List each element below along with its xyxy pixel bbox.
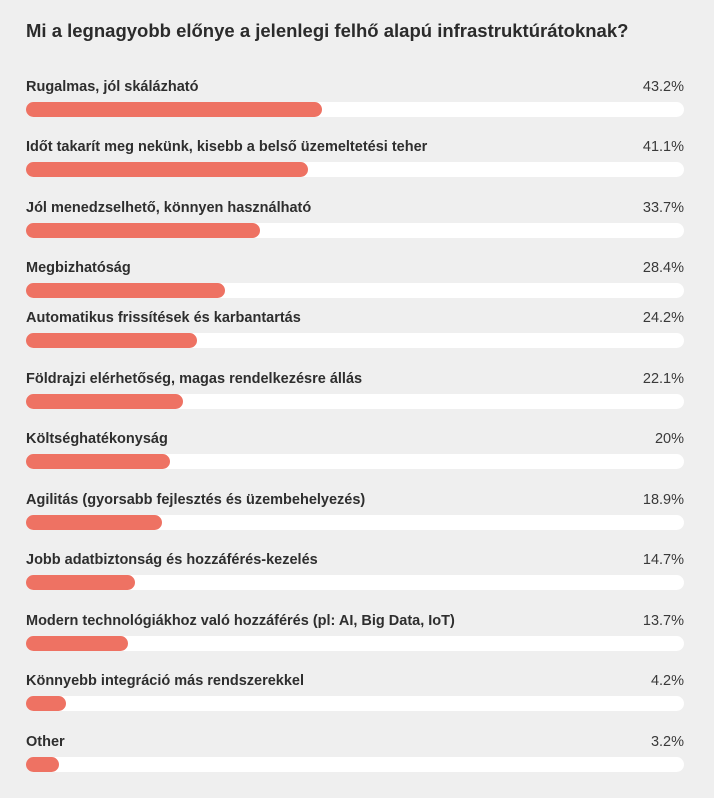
bar-track [26, 333, 684, 348]
bar [26, 515, 163, 530]
bar-label: Földrajzi elérhetőség, magas rendelkezés… [26, 371, 363, 387]
bar-value-label: 24.2% [642, 310, 684, 326]
bar [26, 454, 170, 469]
bar-label: Költséghatékonyság [26, 431, 168, 447]
bar-track [26, 515, 684, 530]
bar-value-label: 22.1% [642, 371, 684, 387]
bar-track [26, 696, 684, 711]
bar [26, 575, 135, 590]
bar-row: Automatikus frissítések és karbantartás … [26, 310, 684, 350]
chart-title: Mi a legnagyobb előnye a jelenlegi felhő… [26, 20, 629, 41]
bar-row: Jobb adatbiztonság és hozzáférés-kezelés… [26, 552, 684, 592]
bar-label: Modern technológiákhoz való hozzáférés (… [26, 613, 455, 629]
bar-value-label: 14.7% [642, 552, 684, 568]
bar-row: Időt takarít meg nekünk, kisebb a belső … [26, 139, 684, 179]
bar-row: Other 3.2% [26, 734, 684, 774]
bar-value-label: 28.4% [642, 260, 684, 276]
bar-row: Jól menedzselhető, könnyen használható 3… [26, 200, 684, 240]
bar [26, 333, 198, 348]
bar-row: Modern technológiákhoz való hozzáférés (… [26, 613, 684, 653]
bar [26, 636, 129, 651]
bar-label: Automatikus frissítések és karbantartás [26, 310, 301, 326]
bar-row: Agilitás (gyorsabb fejlesztés és üzembeh… [26, 492, 684, 532]
bar-row: Megbizhatóság 28.4% [26, 260, 684, 300]
bar-value-label: 4.2% [650, 673, 684, 689]
bar [26, 102, 323, 117]
bar [26, 223, 260, 238]
bar-label: Agilitás (gyorsabb fejlesztés és üzembeh… [26, 492, 366, 508]
bar-value-label: 18.9% [642, 492, 684, 508]
bar-value-label: 20% [654, 431, 684, 447]
bar-row: Rugalmas, jól skálázható 43.2% [26, 79, 684, 119]
bar-track [26, 575, 684, 590]
bar-row: Költséghatékonyság 20% [26, 431, 684, 471]
bar-label: Jobb adatbiztonság és hozzáférés-kezelés [26, 552, 318, 568]
bar-label: Megbizhatóság [26, 260, 131, 276]
bar-value-label: 43.2% [642, 79, 684, 95]
bar-track [26, 636, 684, 651]
bar [26, 757, 60, 772]
bar-value-label: 41.1% [642, 139, 684, 155]
bar-value-label: 13.7% [642, 613, 684, 629]
bar-label: Rugalmas, jól skálázható [26, 79, 199, 95]
bar-label: Időt takarít meg nekünk, kisebb a belső … [26, 139, 428, 155]
bar-track [26, 223, 684, 238]
bar [26, 394, 184, 409]
bar-track [26, 757, 684, 772]
bar-row: Könnyebb integráció más rendszerekkel 4.… [26, 673, 684, 713]
bar-label: Other [26, 734, 65, 750]
bar-value-label: 33.7% [642, 200, 684, 216]
bar-track [26, 102, 684, 117]
bar-track [26, 454, 684, 469]
bar-track [26, 394, 684, 409]
bar [26, 696, 66, 711]
bar-track [26, 162, 684, 177]
bar-label: Jól menedzselhető, könnyen használható [26, 200, 312, 216]
bar-track [26, 283, 684, 298]
bar-value-label: 3.2% [650, 734, 684, 750]
bar [26, 283, 225, 298]
bar-label: Könnyebb integráció más rendszerekkel [26, 673, 305, 689]
bar-row: Földrajzi elérhetőség, magas rendelkezés… [26, 371, 684, 411]
bar [26, 162, 309, 177]
